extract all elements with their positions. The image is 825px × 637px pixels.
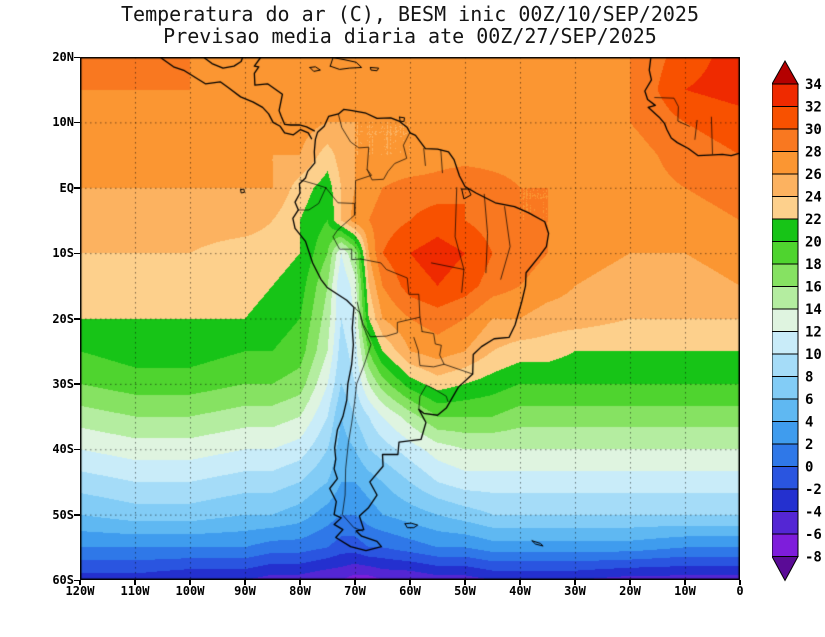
lat-tick-label: 60S <box>52 573 74 587</box>
lon-tick-label: 60W <box>399 584 421 598</box>
colorbar-band <box>771 376 799 400</box>
lat-tick-label: 10S <box>52 246 74 261</box>
colorbar-bottom-triangle <box>771 556 799 582</box>
colorbar-tick-label: 34 <box>805 77 822 93</box>
lon-tick-mark <box>299 580 301 585</box>
colorbar-band <box>771 488 799 512</box>
lon-tick-mark <box>354 580 356 585</box>
colorbar-band <box>771 218 799 242</box>
map-plot-area <box>80 57 740 580</box>
colorbar-tick-label: 6 <box>805 392 813 408</box>
colorbar-band <box>771 511 799 535</box>
colorbar-tick-label: 18 <box>805 257 822 273</box>
lon-tick-mark <box>629 580 631 585</box>
lon-tick-label: 40W <box>509 584 531 598</box>
colorbar-band <box>771 196 799 220</box>
colorbar-band <box>771 421 799 445</box>
lat-tick-mark <box>74 383 80 385</box>
colorbar-tick-label: 22 <box>805 212 822 228</box>
colorbar-tick-label: 26 <box>805 167 822 183</box>
colorbar-tick-label: 28 <box>805 145 822 161</box>
lat-tick-mark <box>74 252 80 255</box>
lon-tick-mark <box>409 580 411 585</box>
colorbar-band <box>771 173 799 197</box>
colorbar-tick-label: 24 <box>805 190 822 206</box>
lon-tick-mark <box>574 580 576 585</box>
lon-tick-mark <box>134 580 136 585</box>
lat-tick-label: 50S <box>52 507 74 522</box>
lon-tick-label: 80W <box>289 584 311 598</box>
colorbar-tick-label: 14 <box>805 302 822 318</box>
colorbar-tick-label: 12 <box>805 325 822 341</box>
lat-tick-mark <box>74 121 80 124</box>
colorbar-tick-label: -4 <box>805 505 822 521</box>
lon-tick-mark <box>244 580 246 585</box>
lat-tick-mark <box>74 318 80 320</box>
colorbar-band <box>771 263 799 287</box>
colorbar-tick-label: 20 <box>805 235 822 251</box>
chart-title: Temperatura do ar (C), BESM inic 00Z/10/… <box>121 2 699 26</box>
colorbar-band <box>771 308 799 332</box>
colorbar-band <box>771 398 799 422</box>
colorbar-tick-label: -6 <box>805 527 822 543</box>
colorbar-tick-label: 0 <box>805 460 813 476</box>
lat-tick-mark <box>74 448 80 451</box>
colorbar-band <box>771 331 799 355</box>
colorbar-band <box>771 466 799 490</box>
lon-tick-mark <box>464 580 466 585</box>
colorbar-band <box>771 443 799 467</box>
colorbar-tick-label: 16 <box>805 280 822 296</box>
lat-tick-label: EQ <box>59 180 74 195</box>
colorbar-tick-label: 2 <box>805 437 813 453</box>
lon-tick-mark <box>684 580 686 585</box>
colorbar-tick-label: 8 <box>805 370 813 386</box>
temperature-colorbar: 34 32 30 28 26 24 22 20 18 16 14 12 10 8 6 4 2 0 -2 -4 -6 -8 <box>771 59 825 591</box>
lon-tick-mark <box>79 580 81 585</box>
colorbar-tick-label: 30 <box>805 122 822 138</box>
colorbar-band <box>771 151 799 175</box>
colorbar-tick-label: 32 <box>805 100 822 116</box>
colorbar-tick-label: 4 <box>805 415 813 431</box>
lon-tick-label: 10W <box>674 584 696 598</box>
lat-tick-label: 40S <box>52 442 74 457</box>
colorbar-band <box>771 286 799 310</box>
colorbar-tick-label: 10 <box>805 347 822 363</box>
lat-tick-mark <box>74 514 80 516</box>
temperature-map-canvas <box>80 57 740 580</box>
colorbar-band <box>771 106 799 130</box>
lon-tick-label: 120W <box>65 584 95 598</box>
colorbar-band <box>771 353 799 377</box>
lon-tick-label: 50W <box>454 584 476 598</box>
lon-tick-mark <box>519 580 521 585</box>
lon-tick-label: 110W <box>120 584 150 598</box>
colorbar-tick-label: -8 <box>805 550 822 566</box>
lon-tick-label: 0 <box>736 584 744 598</box>
colorbar-tick-label: -2 <box>805 482 822 498</box>
colorbar-top-triangle <box>771 59 799 85</box>
chart-subtitle: Previsao media diaria ate 00Z/27/SEP/202… <box>163 24 657 48</box>
lon-tick-label: 70W <box>344 584 366 598</box>
colorbar-band <box>771 241 799 265</box>
lon-tick-mark <box>739 580 741 585</box>
colorbar-band <box>771 128 799 152</box>
lat-tick-label: 20N <box>52 50 74 64</box>
lon-tick-label: 20W <box>619 584 641 598</box>
lon-tick-label: 90W <box>234 584 256 598</box>
lat-tick-label: 10N <box>52 115 74 130</box>
lat-tick-mark <box>74 56 80 58</box>
lon-tick-mark <box>189 580 191 585</box>
colorbar-band <box>771 83 799 107</box>
lat-tick-label: 20S <box>52 311 74 326</box>
lat-tick-mark <box>74 187 80 189</box>
colorbar-band <box>771 533 799 557</box>
lon-tick-label: 30W <box>564 584 586 598</box>
lon-tick-label: 100W <box>175 584 205 598</box>
lat-tick-mark <box>74 579 80 581</box>
lat-tick-label: 30S <box>52 376 74 391</box>
